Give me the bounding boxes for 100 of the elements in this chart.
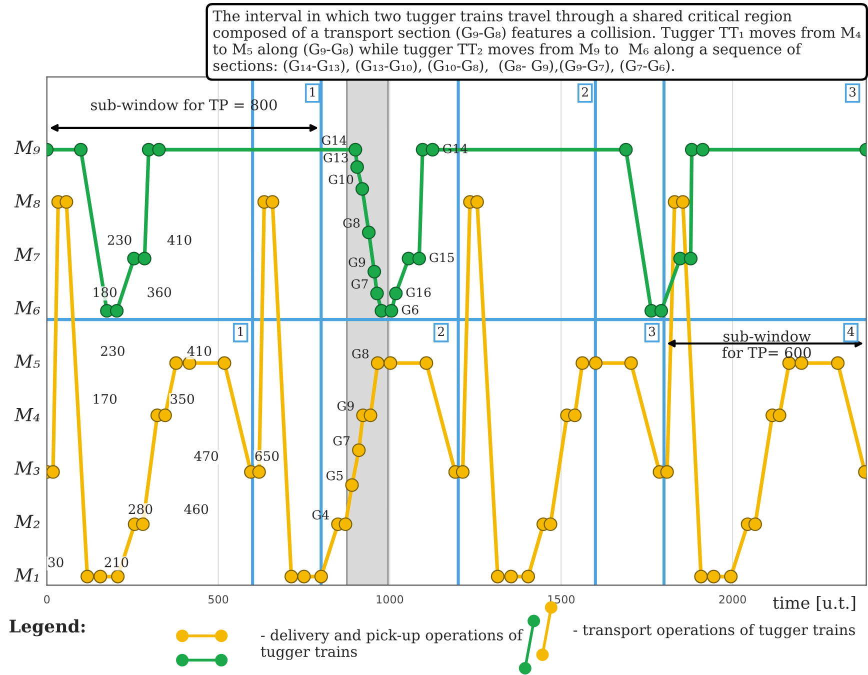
annotation: 230 <box>108 234 132 245</box>
point <box>568 408 582 422</box>
point <box>352 443 366 458</box>
text: M₈ <box>14 194 40 208</box>
annotation: 3 <box>648 326 656 336</box>
point <box>364 408 378 422</box>
point <box>684 252 698 266</box>
text: M₄ <box>14 408 40 422</box>
annotation: 2 <box>438 326 444 336</box>
text: M₅ <box>14 354 40 368</box>
text: M₇ <box>14 248 40 261</box>
point <box>619 142 633 156</box>
point <box>355 182 370 196</box>
point <box>111 570 125 584</box>
point <box>350 160 364 174</box>
annotation: 230 <box>101 346 124 356</box>
point <box>748 517 762 532</box>
annotation: G9 <box>337 401 354 411</box>
annotation: G9 <box>348 257 366 267</box>
annotation: 170 <box>94 394 117 404</box>
point <box>412 252 426 266</box>
annotation: G5 <box>326 470 343 480</box>
point <box>389 286 403 300</box>
point <box>297 570 311 584</box>
point <box>152 142 166 156</box>
annotation: 30 <box>48 557 64 568</box>
annotation: 460 <box>184 504 208 514</box>
annotation: 210 <box>104 557 128 568</box>
point <box>136 517 150 532</box>
annotation: G6 <box>402 305 418 314</box>
point <box>544 517 558 532</box>
annotation: G8 <box>352 348 369 358</box>
point <box>588 356 603 370</box>
text: M₁ <box>14 568 38 582</box>
annotation: 470 <box>194 451 218 462</box>
point <box>348 142 362 156</box>
point <box>158 408 172 422</box>
point <box>60 195 74 209</box>
point <box>266 195 280 209</box>
annotation: 1 <box>238 326 243 336</box>
point <box>80 570 94 584</box>
annotation: G16 <box>406 288 431 298</box>
annotation: G8 <box>343 218 360 228</box>
point <box>138 252 152 266</box>
text: 2 <box>582 87 588 97</box>
annotation: G15 <box>430 252 454 262</box>
point <box>772 408 786 422</box>
point <box>284 570 298 584</box>
point <box>367 264 382 278</box>
x-tick-label: 0 <box>44 595 50 604</box>
annotation: 410 <box>187 346 212 356</box>
point <box>456 465 470 479</box>
point <box>218 356 232 370</box>
text: - transport operations of tugger trains <box>574 624 855 638</box>
point <box>46 465 60 479</box>
x-tick-label: 2000 <box>719 595 746 604</box>
text: M₃ <box>14 461 40 475</box>
point <box>660 465 674 479</box>
point <box>724 570 738 584</box>
point <box>470 195 484 209</box>
point <box>314 570 328 584</box>
point <box>676 195 690 209</box>
point <box>504 570 518 584</box>
text: M₂ <box>14 514 40 528</box>
point <box>94 570 108 584</box>
annotation: G7 <box>351 279 368 289</box>
annotation: G10 <box>328 174 354 184</box>
text: 1 <box>310 87 315 97</box>
point <box>490 570 505 584</box>
annotation: 650 <box>255 451 279 462</box>
point <box>362 226 376 240</box>
point <box>370 286 384 300</box>
text: M₉ <box>14 140 40 154</box>
annotation: 360 <box>148 287 172 298</box>
point <box>169 356 183 370</box>
text: - delivery and pick-up operations of tugger trains <box>260 629 524 660</box>
point <box>654 304 668 318</box>
annotation: 410 <box>167 234 192 245</box>
annotation: 280 <box>128 504 152 514</box>
point <box>384 304 398 318</box>
annotation: sub-window for TP= 600 <box>722 330 811 358</box>
point <box>384 356 398 370</box>
point <box>345 478 359 492</box>
text: The interval in which two tugger trains travel through a shared critical region composed of a transport section (G₉-G₈) features a collision. Tugger TT₁ moves from M₄ to M₅ along (G₉-G₈) while tugger TT₂ moves from M₉ to M₆ along a sequence of sections: (G₁₄-G₁₃), (G₁₃-G₁₀), (G₁₀-G₈), (G₈- G₉),(G₉-G₇), (G₇-G₆). <box>212 10 861 74</box>
point <box>110 304 124 318</box>
point <box>624 356 638 370</box>
point <box>426 142 440 156</box>
point <box>521 570 536 584</box>
text: M₆ <box>14 301 40 314</box>
point <box>706 570 721 584</box>
text: 3 <box>850 87 856 97</box>
annotation: G13 <box>324 152 348 162</box>
x-tick-label: 500 <box>208 595 228 604</box>
x-axis-title: time [u.t.] <box>773 596 856 611</box>
point <box>338 517 352 532</box>
annotation: G7 <box>333 436 350 446</box>
point <box>694 570 708 584</box>
text: Legend: <box>9 619 85 636</box>
point <box>252 465 266 479</box>
annotation: 4 <box>847 326 854 336</box>
